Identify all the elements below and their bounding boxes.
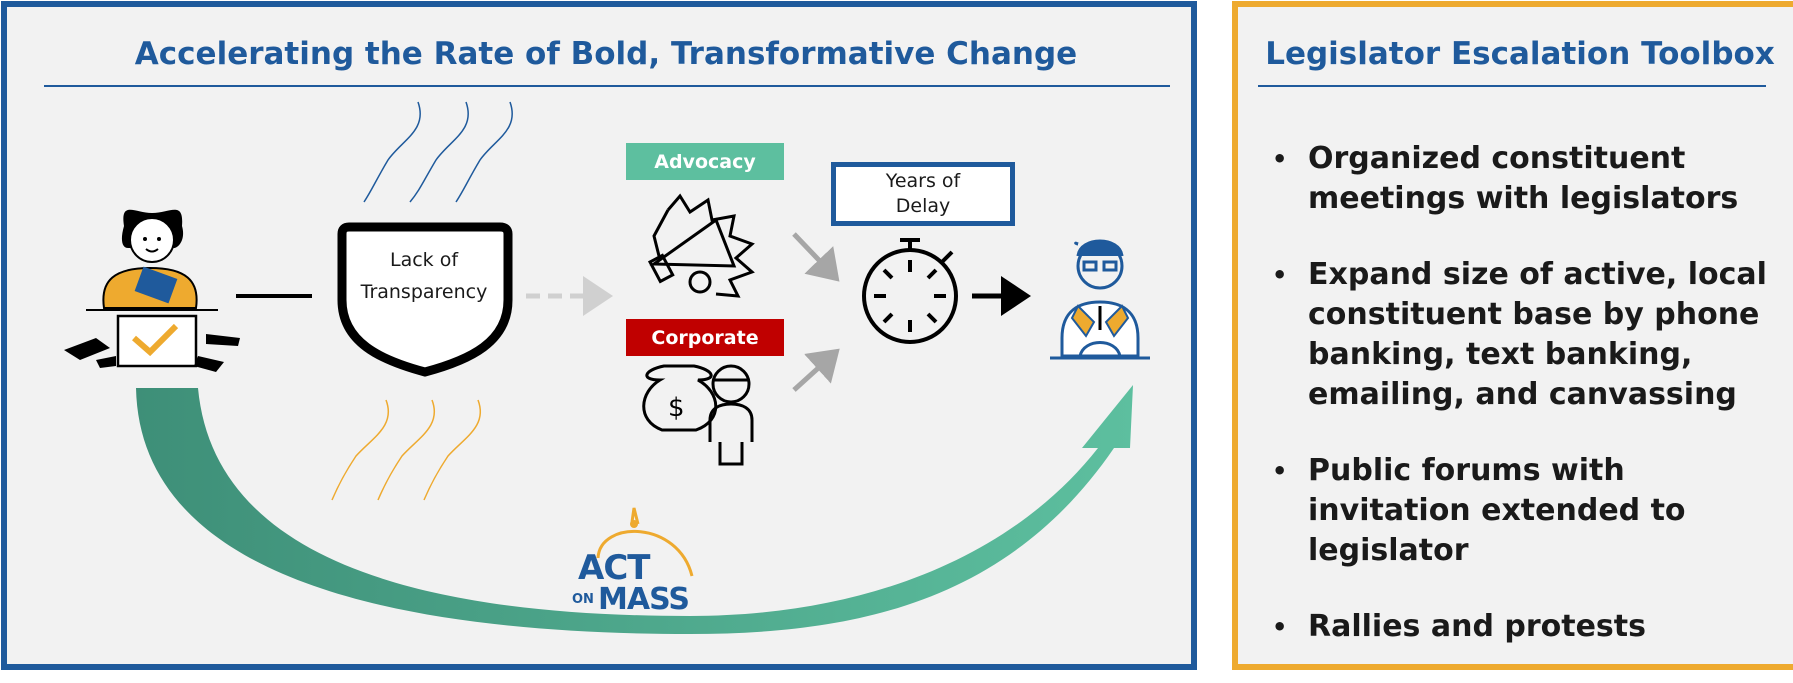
logo-on: ON <box>572 592 594 607</box>
logo-mass: MASS <box>598 582 690 617</box>
heat-wave-icon <box>331 101 513 501</box>
change-title-rule <box>44 85 1170 87</box>
bullet-marker: • <box>1272 613 1288 641</box>
change-panel-title: Accelerating the Rate of Bold, Transform… <box>134 36 1078 72</box>
toolbox-item: • Public forums with invitation extended… <box>1272 451 1772 571</box>
voter-ballot-icon <box>64 209 240 372</box>
years-of-delay-box: Years of Delay <box>831 162 1015 226</box>
toolbox-item-text: Expand size of active, local constituent… <box>1308 257 1767 412</box>
toolbox-item: • Rallies and protests <box>1272 607 1772 647</box>
advocacy-arrow <box>792 232 840 282</box>
toolbox-item-text: Public forums with invitation extended t… <box>1308 453 1686 568</box>
person-icon <box>708 364 754 466</box>
bullet-marker: • <box>1272 261 1288 289</box>
toolbox-panel-title: Legislator Escalation Toolbox <box>1265 36 1775 72</box>
advocacy-label: Advocacy <box>626 143 784 180</box>
logo-act: ACT <box>578 548 650 588</box>
money-bag-icon: $ <box>642 364 718 432</box>
change-diagram: $ <box>64 101 1150 634</box>
act-on-mass-logo-arc <box>596 507 694 577</box>
toolbox-item: • Expand size of active, local constitue… <box>1272 255 1772 415</box>
toolbox-title-rule <box>1258 85 1766 87</box>
corporate-arrow <box>792 348 840 392</box>
bullet-marker: • <box>1272 457 1288 485</box>
svg-text:$: $ <box>668 393 685 423</box>
toolbox-list: • Organized constituent meetings with le… <box>1272 139 1772 683</box>
toolbox-item: • Organized constituent meetings with le… <box>1272 139 1772 219</box>
corporate-label: Corporate <box>626 319 784 356</box>
delay-line1: Years of <box>885 170 961 192</box>
toolbox-item-text: Organized constituent meetings with legi… <box>1308 141 1739 216</box>
bullet-marker: • <box>1272 145 1288 173</box>
megaphone-icon <box>647 193 755 298</box>
legislator-icon <box>1050 239 1150 360</box>
delay-line2: Delay <box>895 195 951 217</box>
stopwatch-icon <box>862 238 958 344</box>
toolbox-item-text: Rallies and protests <box>1308 609 1646 644</box>
shield-text-line1: Lack of <box>389 249 459 271</box>
shield-text-line2: Transparency <box>360 281 488 303</box>
shield-icon <box>337 222 513 377</box>
shield-text: Lack of Transparency <box>338 244 510 308</box>
toolbox-panel <box>1232 1 1793 670</box>
